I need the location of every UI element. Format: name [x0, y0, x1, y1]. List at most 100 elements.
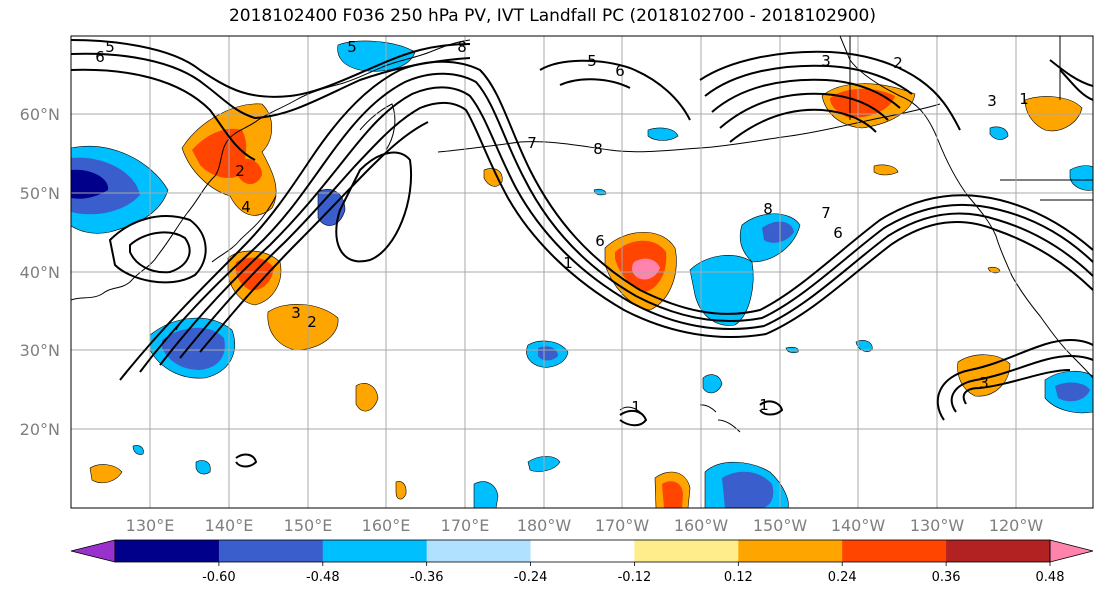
contour-label: 2 — [307, 313, 317, 331]
map-title: 2018102400 F036 250 hPa PV, IVT Landfall… — [228, 6, 876, 26]
colorbar-segment — [738, 540, 843, 562]
contour-label: 3 — [987, 92, 997, 110]
contour-label: 1 — [631, 398, 641, 416]
contour-line — [962, 369, 1071, 405]
lon-tick-label: 150°W — [753, 516, 808, 535]
contour-line — [139, 72, 1093, 373]
contour-line — [1059, 69, 1093, 101]
shade-positive — [89, 464, 123, 484]
shade-positive — [395, 481, 407, 500]
contour-label: 5 — [587, 52, 597, 70]
coastline-aleutians — [437, 103, 941, 153]
shade-negative — [71, 169, 109, 199]
contour-label: 8 — [457, 38, 467, 56]
contour-label: 1 — [1019, 90, 1029, 108]
shade-negative — [989, 126, 1009, 140]
hawaii-islands — [699, 404, 741, 433]
contour-label: 2 — [893, 54, 903, 72]
colorbar-tick-label: -0.60 — [202, 570, 236, 585]
shade-negative — [1055, 382, 1090, 402]
colorbar-tick-label: 0.12 — [724, 570, 753, 585]
shade-positive — [267, 303, 339, 351]
shade-negative — [337, 40, 416, 72]
colorbar-tick-label: -0.48 — [306, 570, 340, 585]
lat-tick-label: 60°N — [20, 105, 60, 124]
contour-label: 7 — [527, 134, 537, 152]
shade-negative — [1069, 165, 1093, 191]
contour-line — [936, 338, 1093, 421]
lon-tick-label: 170°W — [595, 516, 650, 535]
shade-negative — [473, 481, 499, 508]
contour-line — [71, 39, 471, 98]
shade-negative — [647, 127, 679, 141]
colorbar-segment — [842, 540, 947, 562]
colorbar-segment — [322, 540, 428, 562]
pv-contours — [71, 39, 1093, 468]
latitude-labels: 60°N 50°N 40°N 30°N 20°N — [20, 105, 60, 439]
shade-negative — [689, 255, 754, 326]
lat-tick-label: 30°N — [20, 341, 60, 360]
colorbar-extend-max — [1049, 539, 1094, 563]
lat-tick-label: 20°N — [20, 420, 60, 439]
colorbar-segment — [530, 540, 635, 562]
contour-line — [71, 52, 471, 120]
colorbar-segment — [634, 540, 739, 562]
contour-label: 3 — [291, 304, 301, 322]
coastline-japan — [211, 195, 277, 263]
contour-line — [199, 121, 429, 353]
contour-line — [559, 78, 631, 89]
shade-negative — [195, 460, 211, 475]
coastline-north-america — [839, 36, 1093, 379]
contour-line — [950, 354, 1093, 413]
colorbar-tick-label: -0.36 — [410, 570, 444, 585]
contour-line — [619, 409, 648, 427]
contour-label: 8 — [593, 140, 603, 158]
colorbar-tick-label: -0.24 — [514, 570, 548, 585]
contour-line — [719, 92, 889, 129]
contour-line — [759, 400, 784, 416]
contour-label: 1 — [563, 254, 573, 272]
shade-positive — [631, 258, 660, 280]
colorbar-segment — [426, 540, 532, 562]
colorbar-segment — [115, 540, 220, 562]
lon-tick-label: 130°W — [910, 516, 965, 535]
colorbar-frame — [114, 539, 1051, 563]
contour-label: 7 — [821, 204, 831, 222]
contour-label: 3 — [821, 52, 831, 70]
lon-tick-label: 120°W — [989, 516, 1044, 535]
lat-tick-label: 40°N — [20, 263, 60, 282]
shade-negative — [702, 374, 723, 394]
shade-positive — [238, 158, 262, 185]
contour-line — [129, 231, 191, 274]
contour-line — [108, 215, 207, 284]
contour-label: 6 — [595, 232, 605, 250]
lon-tick-label: 170°E — [441, 516, 490, 535]
contour-label: 6 — [833, 224, 843, 242]
colorbar: -0.60 -0.48 -0.36 -0.24 -0.12 0.12 0.24 0.36 0.4… — [70, 539, 1094, 585]
contour-line — [729, 108, 877, 143]
contour-line — [1049, 59, 1093, 87]
contour-label: 5 — [105, 38, 115, 56]
contour-label: 8 — [763, 200, 773, 218]
contour-line — [179, 102, 1093, 359]
lat-tick-label: 50°N — [20, 184, 60, 203]
lon-tick-label: 160°E — [362, 516, 411, 535]
lon-tick-label: 140°W — [831, 516, 886, 535]
lon-tick-label: 180°W — [517, 516, 572, 535]
contour-line — [539, 59, 691, 121]
contour-line — [704, 64, 913, 97]
shade-positive — [355, 383, 379, 412]
shade-negative — [162, 327, 225, 370]
contour-line — [119, 60, 1093, 381]
contour-label: 6 — [95, 48, 105, 66]
contour-line — [699, 50, 961, 131]
coastline-asia — [71, 39, 471, 301]
contour-label: 2 — [235, 162, 245, 180]
contour-label: 3 — [979, 374, 989, 392]
map-frame — [70, 35, 1094, 509]
contour-label: 4 — [241, 198, 251, 216]
shade-positive — [873, 164, 899, 176]
contour-line — [159, 86, 1093, 366]
